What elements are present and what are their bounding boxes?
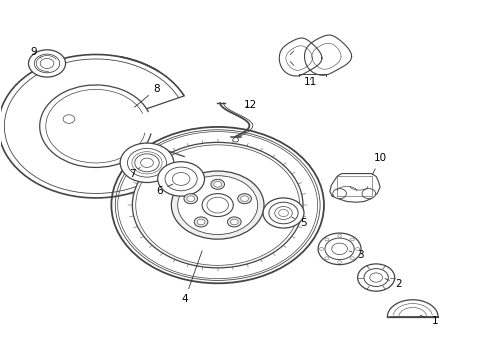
- Text: 2: 2: [384, 279, 401, 289]
- Circle shape: [213, 181, 221, 187]
- Polygon shape: [304, 35, 351, 75]
- Text: 1: 1: [419, 315, 437, 325]
- Circle shape: [325, 238, 353, 260]
- Circle shape: [115, 130, 320, 280]
- Text: 11: 11: [303, 77, 316, 87]
- Circle shape: [337, 261, 341, 264]
- Circle shape: [237, 194, 251, 204]
- Circle shape: [40, 58, 54, 68]
- Text: 6: 6: [156, 184, 172, 196]
- Circle shape: [171, 171, 264, 239]
- Circle shape: [274, 207, 292, 220]
- Circle shape: [158, 162, 204, 196]
- Circle shape: [324, 257, 328, 260]
- Text: 12: 12: [243, 100, 257, 110]
- Circle shape: [324, 238, 328, 241]
- Circle shape: [350, 257, 354, 260]
- Circle shape: [363, 269, 387, 287]
- Text: 3: 3: [349, 250, 363, 260]
- Circle shape: [120, 143, 173, 183]
- Circle shape: [177, 176, 257, 234]
- Text: 4: 4: [182, 251, 202, 304]
- Circle shape: [197, 219, 204, 225]
- Text: 8: 8: [134, 84, 160, 107]
- Circle shape: [357, 264, 394, 291]
- Circle shape: [118, 132, 317, 279]
- Circle shape: [63, 115, 75, 123]
- Circle shape: [132, 142, 303, 268]
- Circle shape: [332, 189, 346, 199]
- Circle shape: [355, 247, 359, 250]
- Text: 5: 5: [291, 217, 305, 228]
- Circle shape: [369, 273, 382, 282]
- Circle shape: [350, 238, 354, 241]
- Text: 7: 7: [129, 167, 140, 179]
- Circle shape: [230, 219, 238, 225]
- Circle shape: [318, 233, 360, 265]
- Circle shape: [127, 148, 166, 177]
- Circle shape: [331, 243, 346, 255]
- Circle shape: [337, 234, 341, 237]
- Circle shape: [202, 194, 233, 217]
- Polygon shape: [386, 300, 437, 317]
- Circle shape: [34, 54, 60, 73]
- Circle shape: [183, 194, 197, 204]
- Circle shape: [141, 158, 153, 167]
- Circle shape: [186, 196, 194, 202]
- Circle shape: [172, 172, 189, 185]
- Circle shape: [136, 145, 299, 265]
- Text: 10: 10: [372, 153, 386, 175]
- Circle shape: [135, 154, 159, 172]
- Circle shape: [361, 189, 375, 199]
- Circle shape: [263, 198, 304, 228]
- Circle shape: [227, 217, 241, 227]
- Polygon shape: [329, 174, 379, 202]
- Circle shape: [164, 167, 197, 191]
- Text: 9: 9: [30, 46, 41, 58]
- Circle shape: [28, 50, 65, 77]
- Circle shape: [278, 210, 288, 217]
- Circle shape: [232, 138, 238, 142]
- Circle shape: [210, 179, 224, 189]
- Circle shape: [319, 247, 323, 250]
- Polygon shape: [279, 38, 321, 76]
- Circle shape: [194, 217, 207, 227]
- Circle shape: [111, 127, 324, 283]
- Circle shape: [240, 196, 248, 202]
- Circle shape: [206, 197, 228, 213]
- Circle shape: [268, 202, 298, 224]
